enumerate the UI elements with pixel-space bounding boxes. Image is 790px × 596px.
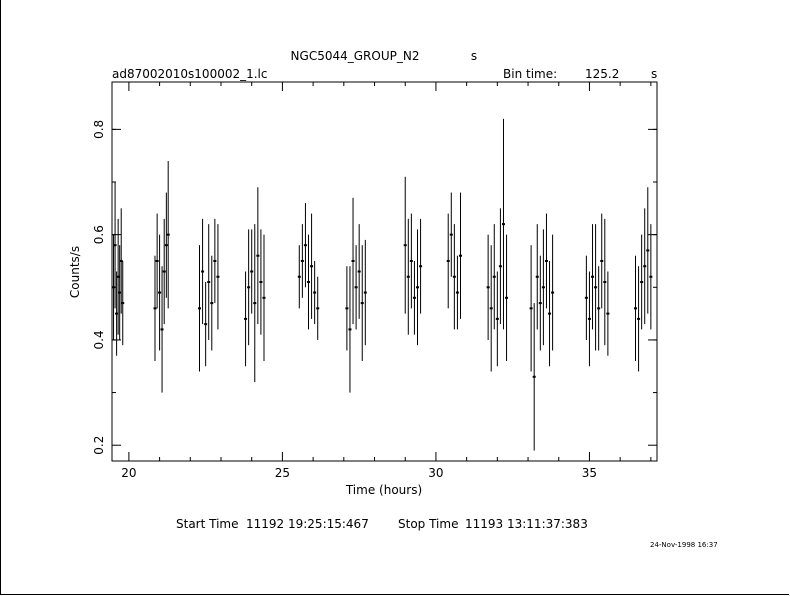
plot-timestamp: 24-Nov-1998 16:37 bbox=[650, 541, 718, 549]
x-tick-label: 25 bbox=[275, 466, 290, 480]
bin-time-value: 125.2 bbox=[585, 67, 619, 81]
file-name-label: ad87002010s100002_1.lc bbox=[112, 67, 268, 81]
bin-time-label: Bin time: bbox=[503, 67, 557, 81]
bin-time-unit: s bbox=[651, 67, 657, 81]
chart-title: NGC5044_GROUP_N2 bbox=[291, 49, 420, 63]
stop-time-value: 11193 13:11:37:383 bbox=[465, 517, 588, 531]
y-tick-label: 0.4 bbox=[92, 330, 106, 349]
chart-title-suffix: s bbox=[471, 49, 477, 63]
y-axis-label: Counts/s bbox=[68, 246, 82, 298]
x-tick-label: 20 bbox=[121, 466, 136, 480]
y-tick-label: 0.6 bbox=[92, 225, 106, 244]
x-tick-label: 35 bbox=[582, 466, 597, 480]
x-axis-label: Time (hours) bbox=[345, 483, 422, 497]
start-time-label: Start Time bbox=[176, 517, 239, 531]
x-tick-label: 30 bbox=[428, 466, 443, 480]
stop-time-label: Stop Time bbox=[398, 517, 459, 531]
data-points bbox=[112, 118, 653, 451]
y-tick-label: 0.2 bbox=[92, 436, 106, 455]
plot-frame bbox=[111, 81, 658, 462]
axis-ticks: 20 25 30 35 0.2 0.4 0.6 0.8 bbox=[92, 82, 657, 480]
start-time-value: 11192 19:25:15:467 bbox=[246, 517, 369, 531]
y-tick-label: 0.8 bbox=[92, 120, 106, 139]
